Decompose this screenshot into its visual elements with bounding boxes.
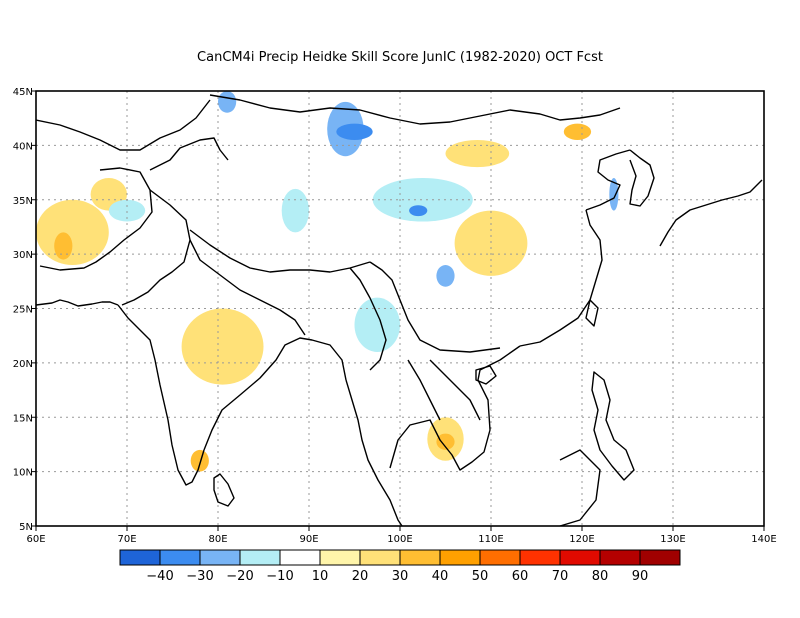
- border-afghan-pak: [39, 167, 153, 271]
- border-central-asia: [36, 99, 211, 151]
- grid-lines: [36, 91, 764, 526]
- hainan: [475, 365, 497, 385]
- colorbar-swatch-1: [159, 549, 201, 566]
- skill-patch-9: [454, 210, 528, 276]
- colorbar-swatch-9: [479, 549, 521, 566]
- skill-patch-15: [281, 188, 309, 233]
- taiwan: [585, 299, 599, 327]
- lat-tick-label-7: 10N: [13, 468, 33, 479]
- lon-tick-label-1: 70E: [117, 534, 136, 545]
- colorbar-swatch-5: [319, 549, 361, 566]
- japan: [659, 179, 763, 247]
- skill-patch-11: [336, 123, 373, 140]
- lon-tick-label-2: 80E: [208, 534, 227, 545]
- skill-patch-12: [372, 178, 473, 222]
- border-india-myanmar: [349, 267, 387, 371]
- lat-tick-label-3: 30N: [13, 250, 33, 261]
- colorbar-swatch-2: [199, 549, 241, 566]
- colorbar-swatch-6: [359, 549, 401, 566]
- lat-tick-label-8: 5N: [19, 522, 33, 533]
- colorbar-label-10: 70: [552, 569, 569, 584]
- lon-tick-label-8: 140E: [751, 534, 776, 545]
- lon-tick-label-3: 90E: [299, 534, 318, 545]
- colorbar-swatch-12: [599, 549, 641, 566]
- coastline-gulf-thailand: [389, 345, 521, 471]
- border-indochina: [407, 359, 481, 421]
- colorbar-label-6: 30: [392, 569, 409, 584]
- border-himalaya: [189, 229, 371, 273]
- coastline-china-north: [585, 149, 631, 211]
- border-china-west: [149, 137, 229, 171]
- colorbar-swatch-0: [119, 549, 161, 566]
- colorbar-swatch-10: [519, 549, 561, 566]
- colorbar-swatch-3: [239, 549, 281, 566]
- colorbar-label-1: −30: [186, 569, 213, 584]
- skill-patch-6: [436, 433, 455, 450]
- colorbar-swatch-4: [279, 549, 321, 566]
- skill-patch-2: [54, 232, 73, 260]
- lon-tick-label-7: 130E: [660, 534, 685, 545]
- skill-patch-4: [190, 449, 209, 472]
- colorbar-label-3: −10: [266, 569, 293, 584]
- coastline-india-west: [117, 304, 205, 486]
- lat-tick-label-6: 15N: [13, 413, 33, 424]
- lat-tick-label-0: 45N: [13, 87, 33, 98]
- skill-patch-13: [409, 205, 428, 217]
- colorbar-label-2: −20: [226, 569, 253, 584]
- colorbar-label-12: 90: [632, 569, 649, 584]
- colorbar-label-5: 20: [352, 569, 369, 584]
- lat-tick-label-5: 20N: [13, 359, 33, 370]
- coastline-china-south: [519, 209, 603, 347]
- coastline-arabian-iran: [36, 299, 119, 307]
- lat-tick-label-2: 35N: [13, 196, 33, 207]
- colorbar-swatch-13: [639, 549, 681, 566]
- lat-tick-label-4: 25N: [13, 305, 33, 316]
- lon-tick-label-4: 100E: [387, 534, 412, 545]
- sri-lanka: [213, 473, 235, 507]
- map-title: CanCM4i Precip Heidke Skill Score JunIC …: [197, 50, 603, 65]
- colorbar-label-9: 60: [512, 569, 529, 584]
- coastline-india-east: [203, 337, 347, 451]
- lat-tick-label-1: 40N: [13, 141, 33, 152]
- skill-patch-14: [218, 91, 237, 113]
- axis-ticks: 60E 70E 80E 90E 100E 110E 120E 130E 140E 45N 40N 35…: [13, 87, 777, 545]
- colorbar-swatch-7: [399, 549, 441, 566]
- border-myanmar-china: [369, 261, 501, 353]
- borneo: [559, 449, 601, 526]
- border-pak-india: [121, 189, 191, 306]
- skill-patch-17: [436, 265, 455, 287]
- lon-tick-label-5: 110E: [478, 534, 503, 545]
- lon-tick-label-0: 60E: [26, 534, 45, 545]
- skill-patch-8: [563, 123, 592, 140]
- colorbar-swatch-8: [439, 549, 481, 566]
- coastlines-and-borders: [36, 94, 763, 526]
- korea: [629, 149, 655, 207]
- skill-patches: [36, 91, 619, 472]
- lon-tick-label-6: 120E: [569, 534, 594, 545]
- coastline-myanmar-malay: [345, 379, 403, 526]
- colorbar-swatch-11: [559, 549, 601, 566]
- border-mongolia: [209, 94, 621, 125]
- skill-patch-18: [108, 199, 146, 222]
- colorbar-label-7: 40: [432, 569, 449, 584]
- colorbar-label-11: 80: [592, 569, 609, 584]
- colorbar-label-4: 10: [312, 569, 329, 584]
- colorbar: −40 −30 −20 −10 10 20 30 40 50 60 70 80 90: [119, 549, 681, 584]
- border-india-central: [189, 239, 306, 336]
- skill-patch-16: [354, 297, 400, 352]
- colorbar-label-0: −40: [146, 569, 173, 584]
- skill-patch-19: [609, 178, 619, 211]
- philippines: [591, 371, 635, 481]
- skill-patch-3: [181, 308, 264, 385]
- skill-patch-0: [36, 199, 109, 265]
- colorbar-label-8: 50: [472, 569, 489, 584]
- skill-patch-7: [445, 139, 510, 168]
